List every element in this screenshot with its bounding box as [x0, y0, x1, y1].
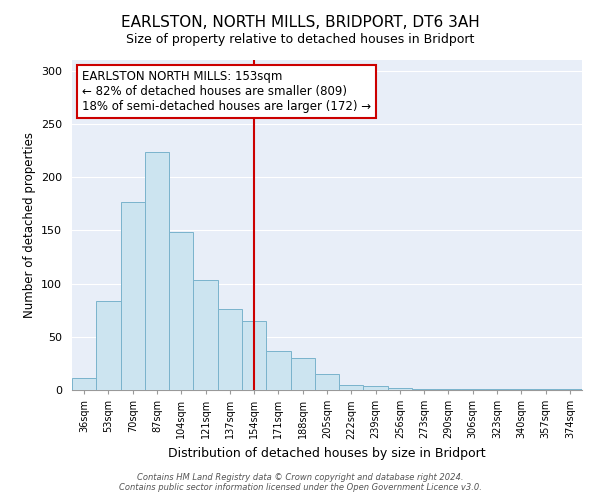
Bar	[266, 350, 290, 390]
Bar	[145, 152, 169, 390]
Bar	[315, 374, 339, 390]
Text: EARLSTON, NORTH MILLS, BRIDPORT, DT6 3AH: EARLSTON, NORTH MILLS, BRIDPORT, DT6 3AH	[121, 15, 479, 30]
Bar	[72, 378, 96, 390]
Text: Contains HM Land Registry data © Crown copyright and database right 2024.
Contai: Contains HM Land Registry data © Crown c…	[119, 473, 481, 492]
Bar	[169, 232, 193, 390]
Text: Size of property relative to detached houses in Bridport: Size of property relative to detached ho…	[126, 32, 474, 46]
Bar	[364, 386, 388, 390]
Bar	[96, 300, 121, 390]
Bar	[509, 389, 533, 390]
Bar	[533, 389, 558, 390]
Bar	[461, 389, 485, 390]
Bar	[339, 384, 364, 390]
Y-axis label: Number of detached properties: Number of detached properties	[23, 132, 35, 318]
Text: EARLSTON NORTH MILLS: 153sqm
← 82% of detached houses are smaller (809)
18% of s: EARLSTON NORTH MILLS: 153sqm ← 82% of de…	[82, 70, 371, 113]
Bar	[412, 389, 436, 390]
Bar	[242, 321, 266, 390]
Bar	[290, 358, 315, 390]
Bar	[121, 202, 145, 390]
Bar	[388, 388, 412, 390]
Bar	[218, 309, 242, 390]
Bar	[558, 389, 582, 390]
Bar	[193, 280, 218, 390]
Bar	[436, 389, 461, 390]
X-axis label: Distribution of detached houses by size in Bridport: Distribution of detached houses by size …	[168, 447, 486, 460]
Bar	[485, 389, 509, 390]
